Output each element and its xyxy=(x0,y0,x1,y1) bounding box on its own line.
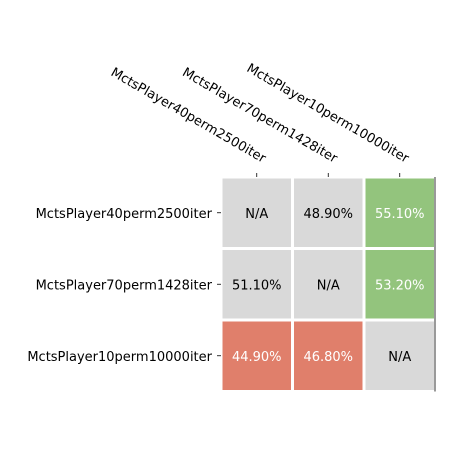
cell-value-label: 46.80% xyxy=(303,350,353,365)
heatmap-cell xyxy=(294,321,363,390)
y-tick-label: MctsPlayer10perm10000iter xyxy=(27,350,212,365)
y-tick-label: MctsPlayer70perm1428iter xyxy=(36,278,213,293)
heatmap-cell xyxy=(294,250,363,319)
heatmap-cell xyxy=(365,250,434,319)
cell-value-label: 55.10% xyxy=(375,207,425,222)
heatmap-cell xyxy=(365,178,434,247)
heatmap-cell xyxy=(222,250,291,319)
heatmap-cell xyxy=(294,178,363,247)
heatmap-cell xyxy=(222,178,291,247)
heatmap-cell xyxy=(222,321,291,390)
cell-value-label: N/A xyxy=(317,278,340,293)
cell-value-label: N/A xyxy=(245,207,268,222)
cell-value-label: 51.10% xyxy=(232,278,282,293)
cell-value-label: 44.90% xyxy=(232,350,282,365)
cell-value-label: 48.90% xyxy=(303,207,353,222)
cell-value-label: N/A xyxy=(388,350,411,365)
y-tick-label: MctsPlayer40perm2500iter xyxy=(36,207,213,222)
heatmap-cell xyxy=(365,321,434,390)
cell-value-label: 53.20% xyxy=(375,278,425,293)
